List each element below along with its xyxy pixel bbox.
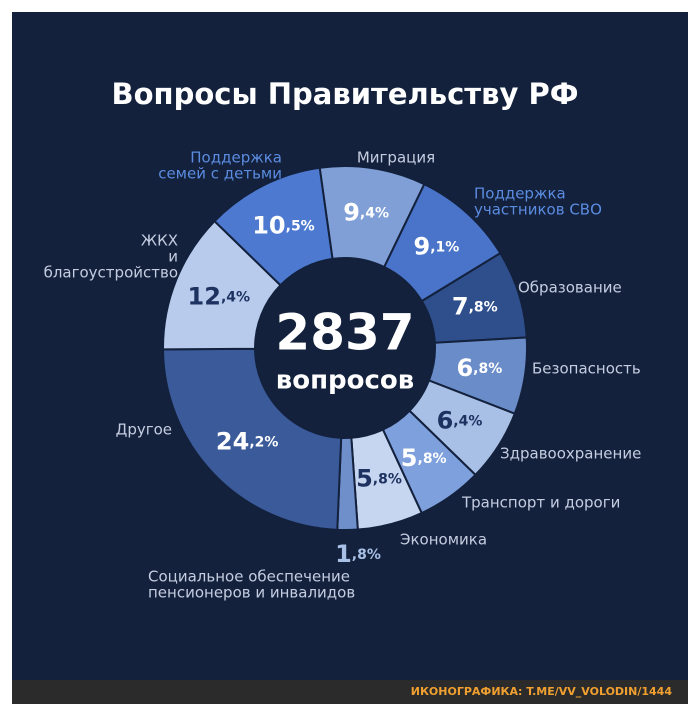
value-label-int: 1 xyxy=(335,540,352,568)
value-label: 9,1% xyxy=(413,232,459,260)
category-label: ЖКХ xyxy=(141,232,178,250)
value-label-int: 5 xyxy=(401,444,418,472)
category-label: участников СВО xyxy=(474,201,602,219)
center-label: вопросов xyxy=(276,366,414,396)
category-label: семей с детьми xyxy=(158,165,282,183)
value-label: 12,4% xyxy=(188,282,251,310)
value-label-int: 9 xyxy=(413,232,430,260)
value-label-int: 9 xyxy=(343,199,360,227)
value-label-dec: ,8% xyxy=(418,451,447,467)
value-label: 10,5% xyxy=(252,212,315,240)
category-label: и xyxy=(168,248,178,266)
segment xyxy=(161,347,343,531)
footer-bar xyxy=(12,680,688,704)
value-label-int: 6 xyxy=(437,406,454,434)
value-label: 5,8% xyxy=(401,444,447,472)
value-label-int: 6 xyxy=(456,354,473,382)
category-label: Другое xyxy=(116,421,172,439)
value-label-dec: ,1% xyxy=(430,239,459,255)
category-label: Здравоохранение xyxy=(500,445,641,463)
value-label-dec: ,2% xyxy=(249,434,278,450)
category-label: Поддержка xyxy=(190,149,282,167)
value-label-dec: ,4% xyxy=(360,206,389,222)
chart-title: Вопросы Правительству РФ xyxy=(112,77,579,111)
value-label-dec: ,8% xyxy=(373,472,402,488)
value-label: 5,8% xyxy=(356,465,402,493)
value-label-int: 24 xyxy=(216,427,249,455)
value-label-dec: ,4% xyxy=(453,413,482,429)
category-label: благоустройство xyxy=(44,264,178,282)
value-label: 6,8% xyxy=(456,354,502,382)
value-label: 24,2% xyxy=(216,427,279,455)
segment xyxy=(213,166,334,287)
value-label: 7,8% xyxy=(452,292,498,320)
category-label: Экономика xyxy=(400,531,487,549)
value-label-dec: ,5% xyxy=(286,219,315,235)
value-label-int: 5 xyxy=(356,465,373,493)
value-label-int: 10 xyxy=(252,212,285,240)
value-label: 9,4% xyxy=(343,199,389,227)
center-disc xyxy=(256,259,434,437)
value-label: 6,4% xyxy=(437,406,483,434)
value-label-dec: ,4% xyxy=(221,289,250,305)
value-label-dec: ,8% xyxy=(469,299,498,315)
value-label-int: 12 xyxy=(188,282,221,310)
value-label-dec: ,8% xyxy=(473,361,502,377)
category-label: Транспорт и дороги xyxy=(461,494,620,512)
category-label: пенсионеров и инвалидов xyxy=(148,584,355,602)
category-label: Поддержка xyxy=(474,185,566,203)
center-value: 2837 xyxy=(275,304,414,362)
category-label: Миграция xyxy=(357,149,435,167)
category-label: Образование xyxy=(518,279,622,297)
value-label: 1,8% xyxy=(335,540,381,568)
credit: ИКОНОГРАФИКА: T.ME/VV_VOLODIN/1444 xyxy=(411,685,673,698)
value-label-int: 7 xyxy=(452,292,469,320)
category-label: Безопасность xyxy=(532,360,641,378)
category-label: Социальное обеспечение xyxy=(148,568,350,586)
value-label-dec: ,8% xyxy=(352,547,381,563)
